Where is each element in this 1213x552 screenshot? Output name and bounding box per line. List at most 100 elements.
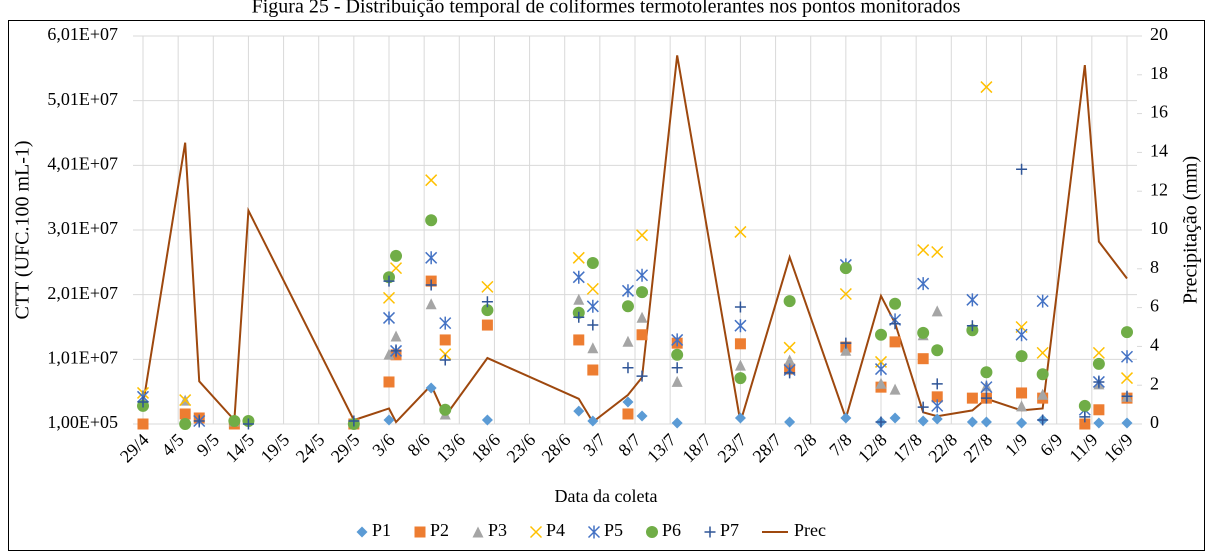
marker-plus bbox=[966, 320, 978, 332]
marker-x bbox=[980, 81, 993, 94]
marker-x bbox=[572, 251, 585, 264]
marker-plus bbox=[390, 345, 402, 357]
legend-label: Prec bbox=[794, 520, 826, 540]
legend-label: P3 bbox=[488, 520, 507, 540]
marker-star bbox=[439, 316, 452, 330]
marker-triangle bbox=[734, 359, 746, 371]
marker-circle bbox=[931, 344, 944, 357]
precipitation-line bbox=[142, 55, 1128, 424]
marker-x bbox=[389, 262, 403, 275]
marker-plus bbox=[636, 370, 648, 382]
y2-tick-label: 10 bbox=[1150, 218, 1168, 238]
marker-plus bbox=[671, 362, 683, 374]
legend-item: P2 bbox=[414, 520, 449, 540]
marker-star bbox=[425, 251, 438, 265]
y2-tick-label: 4 bbox=[1150, 335, 1159, 355]
marker-diamond bbox=[1093, 417, 1105, 429]
chart-frame bbox=[8, 20, 1205, 551]
marker-circle bbox=[636, 286, 649, 299]
marker-triangle bbox=[383, 348, 395, 360]
y-axis-title: CTT (UFC.100 mL-1) bbox=[12, 140, 34, 319]
marker-plus bbox=[704, 526, 716, 538]
marker-diamond bbox=[636, 410, 648, 422]
marker-diamond bbox=[734, 412, 746, 424]
marker-plus bbox=[784, 367, 796, 379]
marker-circle bbox=[1078, 399, 1091, 412]
marker-triangle bbox=[1037, 388, 1049, 400]
marker-star bbox=[621, 284, 635, 298]
marker-x bbox=[425, 174, 438, 187]
marker-plus bbox=[875, 416, 887, 428]
marker-x bbox=[931, 245, 944, 259]
marker-square bbox=[179, 408, 191, 420]
marker-x bbox=[1092, 346, 1105, 359]
marker-x bbox=[439, 348, 452, 361]
marker-star bbox=[572, 270, 585, 284]
marker-square bbox=[573, 334, 585, 346]
marker-circle bbox=[439, 403, 452, 416]
y2-axis-title: Precipitação (mm) bbox=[1180, 156, 1202, 304]
marker-diamond bbox=[917, 415, 929, 427]
marker-plus bbox=[137, 396, 149, 408]
legend-item: P4 bbox=[529, 520, 565, 540]
marker-plus bbox=[931, 378, 943, 390]
marker-triangle bbox=[587, 342, 599, 354]
legend-label: P5 bbox=[604, 520, 623, 540]
marker-plus bbox=[481, 296, 493, 308]
marker-x bbox=[734, 225, 747, 238]
marker-plus bbox=[573, 311, 585, 323]
marker-triangle bbox=[889, 383, 901, 395]
marker-star bbox=[671, 333, 684, 347]
y-tick-label: 6,01E+07 bbox=[47, 24, 118, 44]
marker-triangle bbox=[784, 354, 796, 366]
y2-tick-label: 20 bbox=[1150, 24, 1168, 44]
marker-star bbox=[1036, 294, 1049, 308]
marker-star bbox=[382, 311, 396, 325]
marker-circle bbox=[783, 295, 796, 308]
marker-square bbox=[383, 376, 395, 388]
marker-star bbox=[917, 277, 930, 291]
marker-circle bbox=[228, 415, 241, 428]
marker-x bbox=[481, 280, 494, 293]
marker-x bbox=[783, 341, 796, 354]
marker-star bbox=[980, 380, 993, 394]
marker-square bbox=[439, 334, 451, 346]
marker-plus bbox=[917, 401, 929, 413]
legend-label: P2 bbox=[430, 520, 449, 540]
marker-plus bbox=[980, 392, 992, 404]
marker-star bbox=[931, 399, 944, 413]
marker-diamond bbox=[425, 382, 437, 394]
marker-square bbox=[917, 353, 929, 365]
marker-circle bbox=[1015, 350, 1028, 363]
marker-x bbox=[586, 282, 599, 295]
marker-triangle bbox=[636, 311, 648, 323]
marker-square bbox=[587, 364, 599, 376]
marker-star bbox=[635, 268, 649, 282]
marker-x bbox=[1120, 372, 1134, 385]
marker-circle bbox=[621, 300, 634, 313]
y2-tick-label: 12 bbox=[1150, 179, 1168, 199]
marker-x bbox=[635, 229, 649, 242]
marker-diamond bbox=[383, 414, 395, 426]
marker-circle bbox=[875, 328, 887, 341]
marker-square bbox=[636, 329, 648, 341]
marker-diamond bbox=[573, 405, 585, 417]
marker-star bbox=[1015, 328, 1028, 342]
marker-square bbox=[966, 392, 978, 404]
marker-circle bbox=[734, 372, 747, 385]
marker-square bbox=[931, 391, 943, 403]
y-tick-label: 3,01E+07 bbox=[47, 218, 118, 238]
marker-circle bbox=[390, 249, 403, 262]
legend-item: P6 bbox=[646, 520, 681, 540]
marker-diamond bbox=[622, 396, 634, 408]
marker-triangle bbox=[1016, 400, 1028, 412]
marker-triangle bbox=[472, 526, 484, 538]
marker-star bbox=[586, 299, 599, 313]
y-tick-label: 4,01E+07 bbox=[47, 153, 118, 173]
marker-circle bbox=[1121, 326, 1133, 339]
marker-square bbox=[734, 338, 746, 350]
marker-x bbox=[1036, 346, 1049, 359]
chart-title: Figura 25 - Distribuição temporal de col… bbox=[252, 0, 961, 18]
legend-item: P1 bbox=[356, 520, 391, 540]
marker-square bbox=[414, 526, 426, 538]
